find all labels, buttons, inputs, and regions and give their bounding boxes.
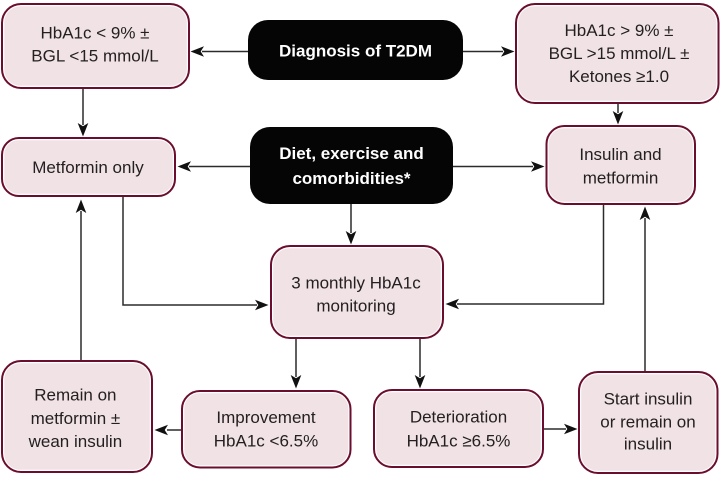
svg-text:Start insulin: Start insulin <box>604 390 693 409</box>
svg-text:or remain on: or remain on <box>600 413 695 432</box>
svg-text:Diagnosis of T2DM: Diagnosis of T2DM <box>279 42 432 61</box>
svg-text:monitoring: monitoring <box>316 296 395 315</box>
svg-text:metformin ±: metformin ± <box>31 409 121 428</box>
svg-text:BGL <15 mmol/L: BGL <15 mmol/L <box>31 46 158 65</box>
svg-text:HbA1c <6.5%: HbA1c <6.5% <box>214 432 318 451</box>
svg-text:Diet, exercise and: Diet, exercise and <box>279 144 424 163</box>
svg-text:HbA1c > 9% ±: HbA1c > 9% ± <box>564 21 673 40</box>
svg-text:3 monthly HbA1c: 3 monthly HbA1c <box>291 274 421 293</box>
svg-text:Remain on: Remain on <box>34 386 116 405</box>
svg-text:HbA1c < 9% ±: HbA1c < 9% ± <box>40 24 149 43</box>
svg-text:Deterioration: Deterioration <box>410 408 507 427</box>
svg-text:BGL >15 mmol/L ±: BGL >15 mmol/L ± <box>549 44 690 63</box>
svg-text:Ketones ≥1.0: Ketones ≥1.0 <box>569 67 669 86</box>
svg-text:metformin: metformin <box>583 168 659 187</box>
svg-text:wean insulin: wean insulin <box>28 432 123 451</box>
svg-text:comorbidities*: comorbidities* <box>292 169 410 188</box>
svg-text:HbA1c ≥6.5%: HbA1c ≥6.5% <box>407 432 511 451</box>
svg-text:Improvement: Improvement <box>216 408 315 427</box>
svg-text:Metformin only: Metformin only <box>32 158 144 177</box>
svg-text:insulin: insulin <box>624 435 672 454</box>
svg-text:Insulin and: Insulin and <box>579 145 661 164</box>
